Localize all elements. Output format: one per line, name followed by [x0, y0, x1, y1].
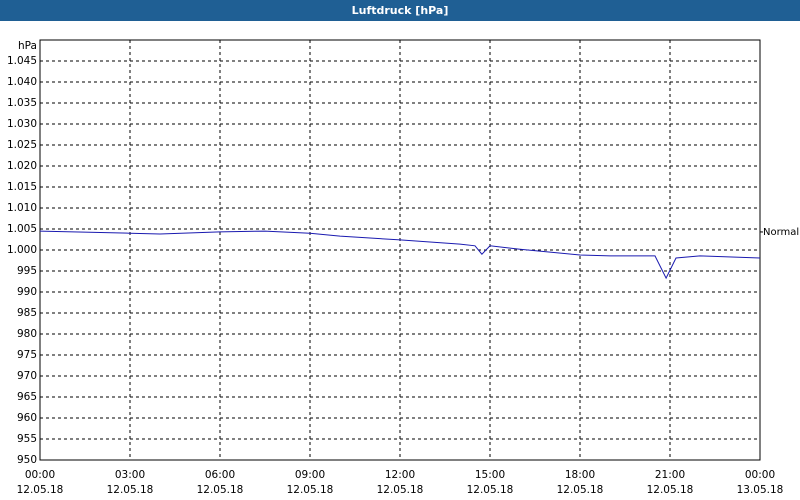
- x-tick-date: 12.05.18: [377, 484, 424, 496]
- y-tick-label: 1.020: [7, 160, 37, 172]
- y-tick-label: 1.040: [7, 76, 37, 88]
- x-tick-label: 18:00: [565, 469, 595, 481]
- x-tick-label: 15:00: [475, 469, 505, 481]
- x-tick-label: 21:00: [655, 469, 685, 481]
- title-bar: [0, 0, 800, 21]
- x-tick-label: 09:00: [295, 469, 325, 481]
- x-tick-label: 00:00: [25, 469, 55, 481]
- y-axis-label: hPa: [18, 40, 37, 52]
- y-tick-label: 995: [17, 265, 37, 277]
- y-tick-label: 1.005: [7, 223, 37, 235]
- y-tick-label: 1.035: [7, 97, 37, 109]
- x-tick-date: 12.05.18: [17, 484, 64, 496]
- x-tick-label: 00:00: [745, 469, 775, 481]
- x-tick-date: 13.05.18: [737, 484, 784, 496]
- x-tick-date: 12.05.18: [467, 484, 514, 496]
- x-tick-label: 03:00: [115, 469, 145, 481]
- y-tick-label: 990: [17, 286, 37, 298]
- y-tick-label: 1.045: [7, 55, 37, 67]
- y-tick-label: 1.015: [7, 181, 37, 193]
- y-tick-label: 960: [17, 412, 37, 424]
- x-tick-date: 12.05.18: [287, 484, 334, 496]
- y-tick-label: 955: [17, 433, 37, 445]
- x-tick-date: 12.05.18: [197, 484, 244, 496]
- y-tick-label: 950: [17, 454, 37, 466]
- y-tick-label: 1.010: [7, 202, 37, 214]
- y-tick-label: 1.030: [7, 118, 37, 130]
- y-tick-label: 1.000: [7, 244, 37, 256]
- y-tick-label: 965: [17, 391, 37, 403]
- x-tick-date: 12.05.18: [557, 484, 604, 496]
- reference-label: Normal: [763, 227, 799, 238]
- y-tick-label: 1.025: [7, 139, 37, 151]
- plot-frame: [39, 39, 761, 461]
- x-tick-date: 12.05.18: [107, 484, 154, 496]
- y-tick-label: 980: [17, 328, 37, 340]
- y-tick-label: 985: [17, 307, 37, 319]
- x-tick-label: 06:00: [205, 469, 235, 481]
- y-tick-label: 975: [17, 349, 37, 361]
- x-tick-date: 12.05.18: [647, 484, 694, 496]
- data-line: [39, 230, 761, 280]
- chart-title: Luftdruck [hPa]: [352, 4, 449, 17]
- x-tick-label: 12:00: [385, 469, 415, 481]
- y-tick-label: 970: [17, 370, 37, 382]
